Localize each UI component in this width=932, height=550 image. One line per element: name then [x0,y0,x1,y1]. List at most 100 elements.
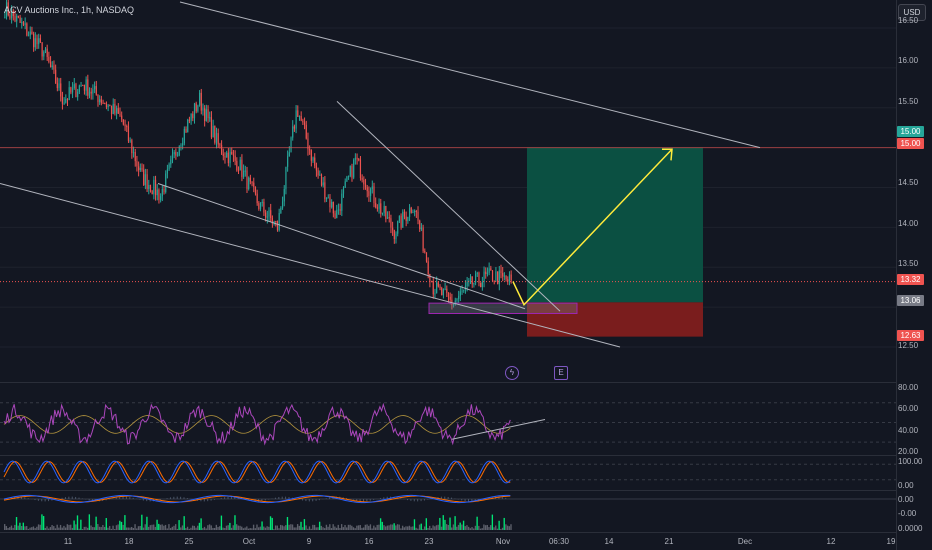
candle-body [41,42,43,57]
macd-histogram-bar [247,499,249,501]
volume-bar [197,525,199,530]
volume-bar [347,524,350,530]
pane-separator[interactable] [0,455,896,456]
volume-bar [117,524,119,530]
candle-body [190,113,192,121]
macd-histogram-bar [329,497,331,499]
lightning-icon[interactable]: ϟ [505,366,519,380]
volume-bar [85,526,87,530]
candle-body [154,179,157,196]
volume-bar [46,526,48,530]
volume-bar [122,524,124,530]
macd-histogram-bar [274,497,276,499]
volume-bar [398,524,400,530]
volume-bar [97,524,99,530]
candle-body [209,117,211,119]
candle-body [202,108,204,111]
macd-histogram-bar [75,496,77,499]
volume-bar [407,526,409,530]
chart-canvas[interactable] [0,0,896,550]
volume-bar [500,528,502,530]
candle-body [378,203,380,209]
volume-bar [340,524,343,530]
macd-histogram-bar [298,499,300,500]
volume-bar [36,526,38,530]
candle-body [248,177,250,190]
macd-histogram-bar [451,497,453,499]
volume-bar [115,525,118,530]
volume-bar [481,528,483,530]
volume-bar [29,527,31,530]
candle-body [237,170,240,172]
candle-body [317,170,319,176]
candle-body [180,145,182,147]
candle-body [195,103,197,112]
candle-body [110,105,113,114]
candle-body [312,157,314,161]
candle-body [390,218,392,228]
volume-bar [349,524,351,530]
volume-bar [381,521,383,530]
candle-body [483,271,485,282]
volume-bar [439,517,441,530]
volume-bar [137,526,140,530]
volume-bar [54,528,57,530]
volume-bar [337,524,339,530]
candle-body [192,113,194,119]
volume-bar [41,514,43,530]
candle-body [149,184,152,192]
candle-body [99,99,101,103]
volume-bar [496,528,499,530]
candle-body [27,35,30,37]
volume-bar [146,516,148,530]
stoch-tick: 100.00 [898,457,923,466]
candle-body [251,181,253,183]
candle-body [508,274,511,282]
candle-body [329,197,331,208]
volume-bar [175,524,177,530]
volume-bar [76,515,79,530]
candle-body [229,151,231,164]
candle-body [466,281,468,287]
earnings-icon[interactable]: E [554,366,568,380]
volume-bar [132,528,135,530]
candle-body [478,272,480,283]
volume-bar [498,520,500,530]
pane-separator[interactable] [0,532,896,533]
volume-bar [241,526,243,530]
volume-bar [293,527,295,530]
candle-body [302,120,304,123]
candle-body [80,85,82,87]
volume-bar [234,515,236,530]
volume-bar [291,524,294,530]
candle-body [430,281,433,283]
volume-bar [264,527,267,530]
volume-bar [447,524,450,530]
candle-body [77,91,79,98]
time-tick: 16 [364,537,374,546]
volume-bar [15,517,18,530]
currency-button[interactable]: USD [898,4,926,21]
volume-bar [469,528,472,530]
candle-body [281,201,284,208]
candle-body [285,166,287,190]
macd-histogram-bar [261,499,263,502]
candle-body [398,215,400,222]
volume-bar [68,524,70,530]
candle-body [4,16,6,18]
pane-separator[interactable] [0,490,896,491]
price-tick: 14.00 [898,219,919,228]
candle-body [95,86,97,95]
pane-separator[interactable] [0,382,896,383]
candle-body [259,202,262,209]
candle-body [332,201,334,214]
volume-bar [318,521,321,530]
candle-body [116,108,118,114]
candle-body [342,187,345,194]
candle-body [207,109,209,119]
target-price-badge: 15.00 [897,126,924,137]
demand-box [428,302,578,315]
candle-body [408,207,411,218]
candle-body [182,143,184,146]
candle-body [298,116,301,118]
